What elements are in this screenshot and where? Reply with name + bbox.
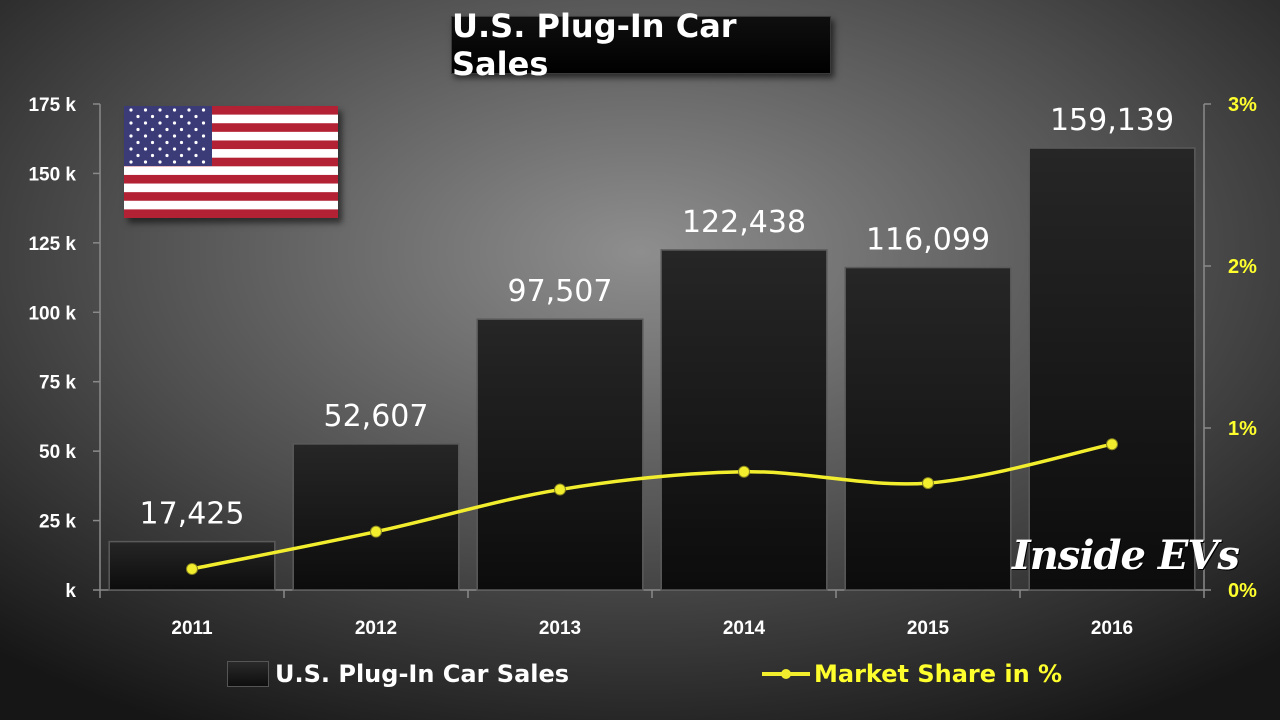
- bar-data-label: 17,425: [140, 497, 245, 532]
- y-left-tick-label: 125 k: [28, 234, 76, 255]
- market-share-point: [554, 483, 566, 496]
- bar: [476, 318, 644, 591]
- bar-data-label: 52,607: [324, 399, 429, 434]
- x-tick-label: 2013: [539, 618, 581, 639]
- y-right-tick-label: 0%: [1228, 580, 1257, 602]
- us-flag-icon: [124, 106, 338, 218]
- bar: [1028, 147, 1196, 591]
- y-right-tick-label: 3%: [1228, 94, 1257, 116]
- chart-title: U.S. Plug-In Car Sales: [451, 7, 831, 83]
- market-share-point: [738, 465, 750, 478]
- x-tick-label: 2016: [1091, 618, 1133, 639]
- x-tick-label: 2015: [907, 618, 950, 639]
- y-left-tick-label: 25 k: [39, 512, 76, 533]
- market-share-point: [922, 477, 934, 490]
- y-left-tick-label: 50 k: [39, 442, 76, 463]
- watermark-logo: Inside EVs: [1012, 532, 1240, 579]
- market-share-point: [186, 562, 198, 575]
- y-right-tick-label: 2%: [1228, 256, 1257, 278]
- bar: [660, 249, 828, 591]
- legend-label-share: Market Share in %: [814, 660, 1063, 688]
- legend-bar-swatch: [227, 661, 269, 687]
- bar: [108, 540, 276, 591]
- y-left-tick-label: 100 k: [28, 303, 76, 324]
- market-share-point: [370, 525, 382, 538]
- bar-data-label: 97,507: [508, 274, 613, 309]
- y-left-tick-label: 175 k: [28, 95, 76, 116]
- legend-label-sales: U.S. Plug-In Car Sales: [275, 660, 570, 688]
- x-tick-label: 2012: [355, 618, 397, 639]
- market-share-line: [191, 442, 1113, 571]
- bar-data-label: 122,438: [682, 205, 806, 240]
- market-share-point: [1106, 438, 1118, 451]
- bar-data-label: 116,099: [866, 223, 990, 258]
- x-tick-label: 2014: [723, 618, 766, 639]
- bar-data-label: 159,139: [1050, 103, 1174, 138]
- legend-item-share: Market Share in %: [762, 656, 1062, 692]
- y-left-tick-label: k: [65, 581, 76, 602]
- x-tick-label: 2011: [171, 618, 213, 639]
- y-left-tick-label: 150 k: [28, 164, 76, 185]
- legend-line-swatch: [762, 661, 810, 687]
- legend-item-sales: U.S. Plug-In Car Sales: [227, 656, 569, 692]
- bar: [844, 266, 1012, 591]
- y-left-tick-label: 75 k: [39, 373, 76, 394]
- y-right-tick-label: 1%: [1228, 418, 1257, 440]
